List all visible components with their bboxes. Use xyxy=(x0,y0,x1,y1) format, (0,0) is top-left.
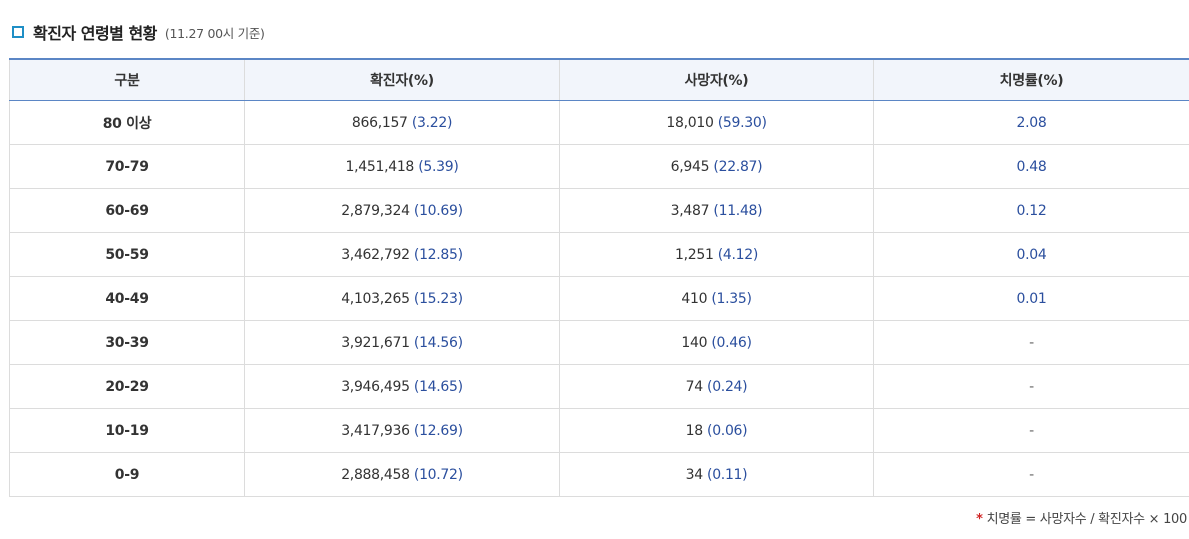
table-row: 20-29 3,946,495 (14.65) 74 (0.24) - xyxy=(9,364,1189,409)
age-group-cell: 60-69 xyxy=(9,188,245,233)
age-group-cell: 50-59 xyxy=(9,232,245,277)
deaths-value: 140 xyxy=(681,334,708,351)
deaths-value: 18,010 xyxy=(666,114,714,131)
age-group-cell: 70-79 xyxy=(9,144,245,189)
cases-cell: 3,462,792 (12.85) xyxy=(244,232,560,277)
deaths-cell: 410 (1.35) xyxy=(559,276,874,321)
cases-cell: 4,103,265 (15.23) xyxy=(244,276,560,321)
deaths-percent: (22.87) xyxy=(713,158,763,175)
deaths-cell: 18,010 (59.30) xyxy=(559,100,874,145)
fatality-rate-cell: 0.01 xyxy=(873,276,1189,321)
deaths-percent: (4.12) xyxy=(717,246,759,263)
fatality-rate-cell: - xyxy=(873,452,1189,497)
cases-cell: 3,946,495 (14.65) xyxy=(244,364,560,409)
table-row: 60-69 2,879,324 (10.69) 3,487 (11.48) 0.… xyxy=(9,188,1189,233)
column-header-fatality: 치명률(%) xyxy=(873,59,1189,101)
deaths-cell: 74 (0.24) xyxy=(559,364,874,409)
table-row: 0-9 2,888,458 (10.72) 34 (0.11) - xyxy=(9,452,1189,497)
fatality-rate-cell: 0.04 xyxy=(873,232,1189,277)
table-row: 10-19 3,417,936 (12.69) 18 (0.06) - xyxy=(9,408,1189,453)
age-status-table: 구분 확진자(%) 사망자(%) 치명률(%) 80 이상 866,157 (3… xyxy=(9,58,1189,497)
cases-percent: (12.69) xyxy=(413,422,463,439)
deaths-value: 18 xyxy=(685,422,704,439)
cases-value: 3,946,495 xyxy=(341,378,410,395)
age-group-cell: 30-39 xyxy=(9,320,245,365)
asterisk-mark: * xyxy=(976,512,983,527)
fatality-rate-cell: - xyxy=(873,320,1189,365)
deaths-cell: 1,251 (4.12) xyxy=(559,232,874,277)
cases-value: 2,879,324 xyxy=(341,202,410,219)
fatality-formula-note: * 치명률 = 사망자수 / 확진자수 × 100 xyxy=(976,508,1187,527)
age-group-cell: 80 이상 xyxy=(9,100,245,145)
table-row: 30-39 3,921,671 (14.56) 140 (0.46) - xyxy=(9,320,1189,365)
fatality-rate-cell: 2.08 xyxy=(873,100,1189,145)
fatality-rate-cell: 0.12 xyxy=(873,188,1189,233)
cases-value: 3,462,792 xyxy=(341,246,410,263)
age-group-cell: 10-19 xyxy=(9,408,245,453)
column-header-deaths: 사망자(%) xyxy=(559,59,874,101)
cases-percent: (10.72) xyxy=(413,466,463,483)
deaths-value: 74 xyxy=(685,378,704,395)
deaths-cell: 140 (0.46) xyxy=(559,320,874,365)
deaths-value: 3,487 xyxy=(670,202,710,219)
deaths-percent: (11.48) xyxy=(713,202,763,219)
deaths-cell: 34 (0.11) xyxy=(559,452,874,497)
square-bullet-icon xyxy=(12,26,24,38)
cases-percent: (3.22) xyxy=(411,114,453,131)
deaths-percent: (59.30) xyxy=(717,114,767,131)
fatality-rate-cell: - xyxy=(873,364,1189,409)
cases-percent: (12.85) xyxy=(413,246,463,263)
cases-cell: 1,451,418 (5.39) xyxy=(244,144,560,189)
age-group-cell: 40-49 xyxy=(9,276,245,321)
fatality-rate-cell: 0.48 xyxy=(873,144,1189,189)
deaths-value: 410 xyxy=(681,290,708,307)
deaths-cell: 18 (0.06) xyxy=(559,408,874,453)
cases-value: 4,103,265 xyxy=(341,290,410,307)
table-row: 80 이상 866,157 (3.22) 18,010 (59.30) 2.08 xyxy=(9,100,1189,145)
cases-cell: 866,157 (3.22) xyxy=(244,100,560,145)
deaths-cell: 6,945 (22.87) xyxy=(559,144,874,189)
cases-cell: 2,888,458 (10.72) xyxy=(244,452,560,497)
age-group-cell: 20-29 xyxy=(9,364,245,409)
base-time-note: (11.27 00시 기준) xyxy=(164,25,265,41)
cases-percent: (15.23) xyxy=(413,290,463,307)
cases-value: 866,157 xyxy=(351,114,408,131)
section-header: 확진자 연령별 현황 (11.27 00시 기준) xyxy=(12,20,265,44)
cases-cell: 3,417,936 (12.69) xyxy=(244,408,560,453)
deaths-percent: (1.35) xyxy=(711,290,752,307)
deaths-cell: 3,487 (11.48) xyxy=(559,188,874,233)
age-group-cell: 0-9 xyxy=(9,452,245,497)
cases-percent: (14.65) xyxy=(413,378,463,395)
table-row: 70-79 1,451,418 (5.39) 6,945 (22.87) 0.4… xyxy=(9,144,1189,189)
deaths-value: 6,945 xyxy=(670,158,710,175)
cases-percent: (14.56) xyxy=(413,334,463,351)
cases-value: 2,888,458 xyxy=(341,466,410,483)
cases-cell: 2,879,324 (10.69) xyxy=(244,188,560,233)
deaths-percent: (0.06) xyxy=(707,422,748,439)
table-row: 50-59 3,462,792 (12.85) 1,251 (4.12) 0.0… xyxy=(9,232,1189,277)
deaths-value: 34 xyxy=(685,466,704,483)
cases-value: 3,417,936 xyxy=(341,422,410,439)
column-header-age: 구분 xyxy=(9,59,245,101)
table-row: 40-49 4,103,265 (15.23) 410 (1.35) 0.01 xyxy=(9,276,1189,321)
cases-percent: (10.69) xyxy=(413,202,463,219)
deaths-value: 1,251 xyxy=(674,246,714,263)
formula-text: 치명률 = 사망자수 / 확진자수 × 100 xyxy=(986,512,1188,527)
cases-cell: 3,921,671 (14.56) xyxy=(244,320,560,365)
deaths-percent: (0.11) xyxy=(707,466,748,483)
cases-value: 1,451,418 xyxy=(345,158,415,175)
section-title: 확진자 연령별 현황 xyxy=(33,24,157,43)
cases-percent: (5.39) xyxy=(418,158,459,175)
deaths-percent: (0.24) xyxy=(707,378,748,395)
table-header-row: 구분 확진자(%) 사망자(%) 치명률(%) xyxy=(9,59,1189,101)
deaths-percent: (0.46) xyxy=(711,334,752,351)
column-header-cases: 확진자(%) xyxy=(244,59,560,101)
cases-value: 3,921,671 xyxy=(341,334,410,351)
fatality-rate-cell: - xyxy=(873,408,1189,453)
